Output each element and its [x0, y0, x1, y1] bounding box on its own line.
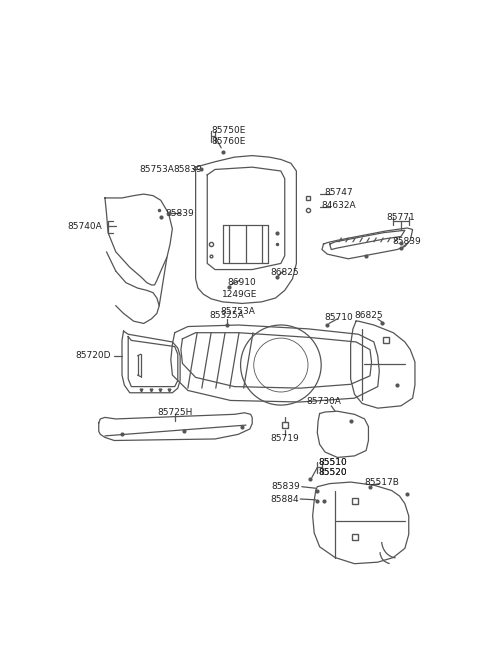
Text: 85884: 85884 — [270, 495, 299, 504]
Text: 85839: 85839 — [166, 209, 194, 218]
Text: 85747: 85747 — [324, 188, 353, 197]
Text: 86910: 86910 — [228, 278, 256, 287]
Text: 85750E: 85750E — [212, 126, 246, 136]
Text: 86825: 86825 — [270, 268, 299, 277]
Text: 85510: 85510 — [318, 458, 347, 466]
Text: 85725H: 85725H — [157, 407, 192, 417]
Text: 85771: 85771 — [386, 213, 415, 221]
Text: 85753A: 85753A — [221, 307, 256, 316]
Text: 85839: 85839 — [173, 165, 202, 174]
Text: 85517B: 85517B — [364, 477, 399, 487]
Text: 85839: 85839 — [272, 482, 300, 491]
Text: 85520: 85520 — [319, 468, 347, 477]
Text: 86825: 86825 — [354, 311, 383, 320]
Text: 85520: 85520 — [319, 468, 347, 477]
Text: 85839: 85839 — [393, 237, 421, 246]
Text: 85510: 85510 — [318, 458, 347, 466]
Text: 85719: 85719 — [270, 434, 299, 443]
Text: 85325A: 85325A — [209, 311, 244, 320]
Text: 85710: 85710 — [324, 313, 353, 322]
Text: 85753A: 85753A — [140, 165, 175, 174]
Text: 85740A: 85740A — [68, 222, 103, 231]
Text: 1249GE: 1249GE — [222, 290, 257, 299]
Text: 85720D: 85720D — [75, 351, 110, 360]
Text: 85760E: 85760E — [212, 138, 246, 146]
Text: 85730A: 85730A — [306, 398, 341, 407]
Text: 84632A: 84632A — [322, 201, 356, 210]
